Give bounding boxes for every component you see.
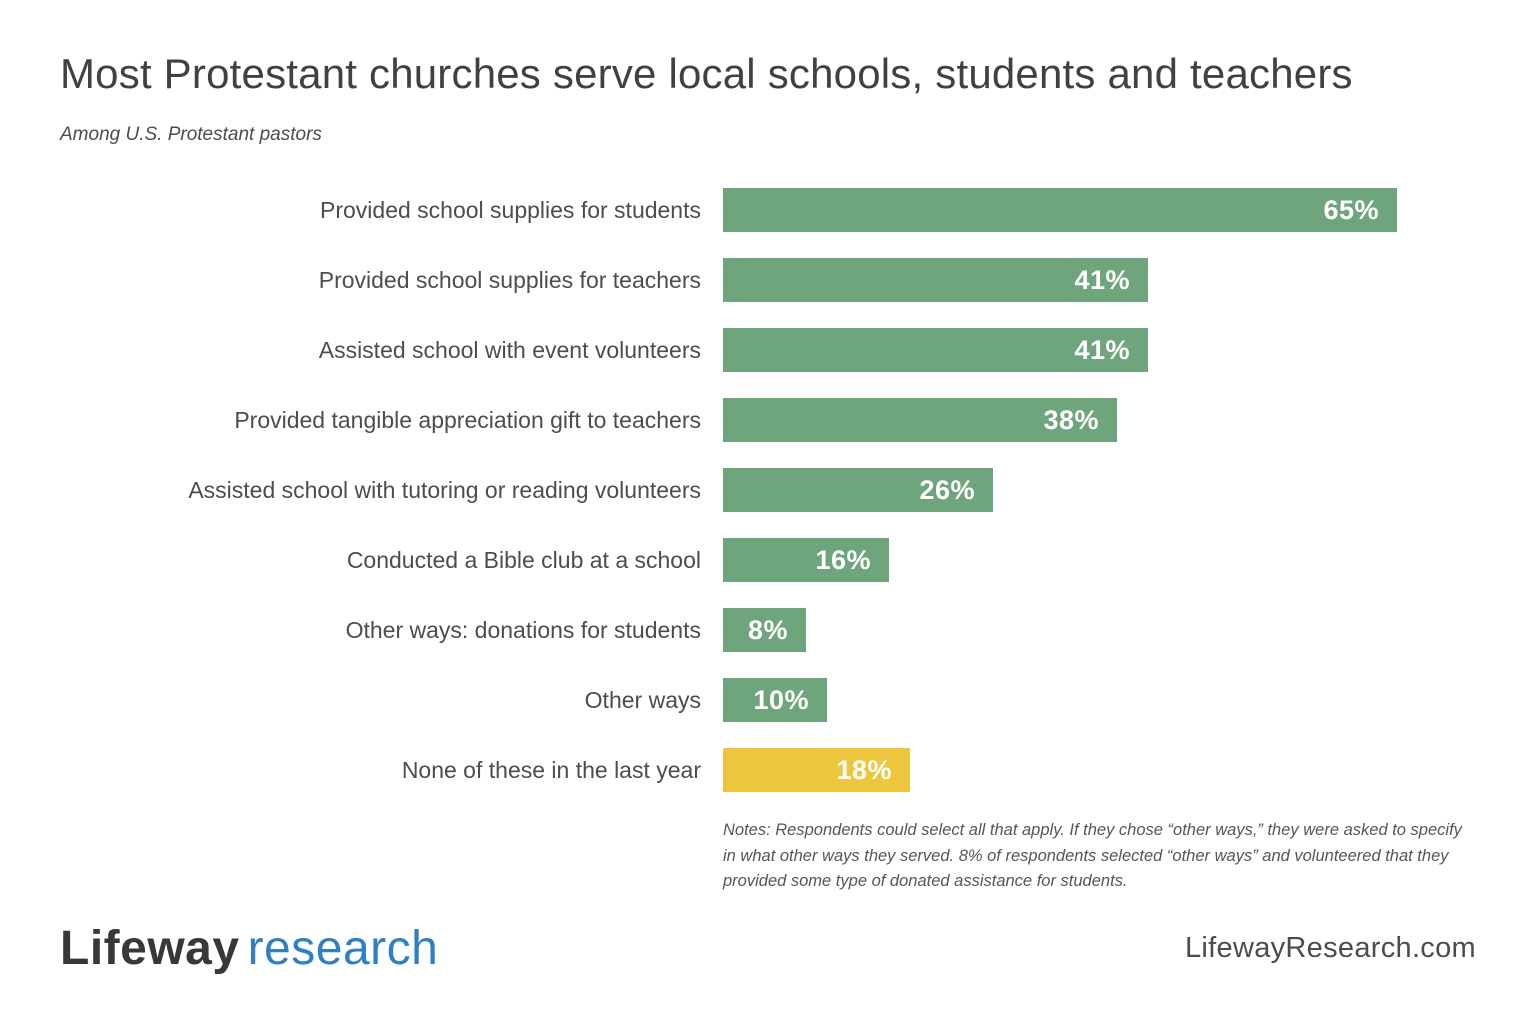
bar-row: Other ways: donations for students 8%	[60, 608, 1476, 652]
chart-title: Most Protestant churches serve local sch…	[60, 50, 1353, 97]
bar-value-label: 16%	[815, 544, 871, 575]
bar-row: Provided tangible appreciation gift to t…	[60, 398, 1476, 442]
bar-row: Assisted school with tutoring or reading…	[60, 468, 1476, 512]
bar-category-label: Conducted a Bible club at a school	[346, 546, 701, 573]
bar-value-label: 41%	[1074, 264, 1130, 295]
lifeway-research-logo: Lifeway research	[60, 921, 438, 976]
chart-notes: Notes: Respondents could select all that…	[723, 821, 1462, 891]
bar-category-label: Assisted school with tutoring or reading…	[188, 476, 701, 503]
bar-category-label: Other ways: donations for students	[345, 616, 701, 643]
bar-highlight: 18%	[723, 748, 910, 792]
bar-value-label: 65%	[1323, 194, 1379, 225]
bar-row: Provided school supplies for teachers 41%	[60, 258, 1476, 302]
bar-value-label: 8%	[747, 614, 788, 645]
bar-value-label: 18%	[836, 754, 892, 785]
bar-category-label: Provided school supplies for students	[320, 196, 701, 223]
bar-row: Other ways 10%	[60, 678, 1476, 722]
website-url: LifewayResearch.com	[1185, 932, 1476, 964]
bar: 41%	[723, 328, 1148, 372]
bar-category-label: Assisted school with event volunteers	[318, 336, 701, 363]
chart-subtitle: Among U.S. Protestant pastors	[60, 124, 322, 145]
logo-text-lifeway: Lifeway	[60, 922, 240, 975]
bar-value-label: 26%	[919, 474, 975, 505]
bar-row: Conducted a Bible club at a school 16%	[60, 538, 1476, 582]
bar-chart: Provided school supplies for students 65%…	[60, 188, 1476, 818]
bar-category-label: Provided tangible appreciation gift to t…	[234, 406, 701, 433]
bar-row: None of these in the last year 18%	[60, 748, 1476, 792]
footer: Lifeway research LifewayResearch.com	[60, 921, 1476, 976]
bar-category-label: None of these in the last year	[401, 756, 701, 783]
bar-category-label: Other ways	[584, 686, 701, 713]
bar-row: Assisted school with event volunteers 41%	[60, 328, 1476, 372]
bar: 26%	[723, 468, 993, 512]
bar-row: Provided school supplies for students 65%	[60, 188, 1476, 232]
bar: 8%	[723, 608, 806, 652]
bar-value-label: 10%	[753, 684, 809, 715]
logo-text-research: research	[247, 922, 439, 975]
bar: 38%	[723, 398, 1117, 442]
bar: 10%	[723, 678, 827, 722]
bar: 41%	[723, 258, 1148, 302]
bar-category-label: Provided school supplies for teachers	[318, 266, 701, 293]
bar: 16%	[723, 538, 889, 582]
bar-value-label: 41%	[1074, 334, 1130, 365]
bar-value-label: 38%	[1043, 404, 1099, 435]
bar: 65%	[723, 188, 1397, 232]
